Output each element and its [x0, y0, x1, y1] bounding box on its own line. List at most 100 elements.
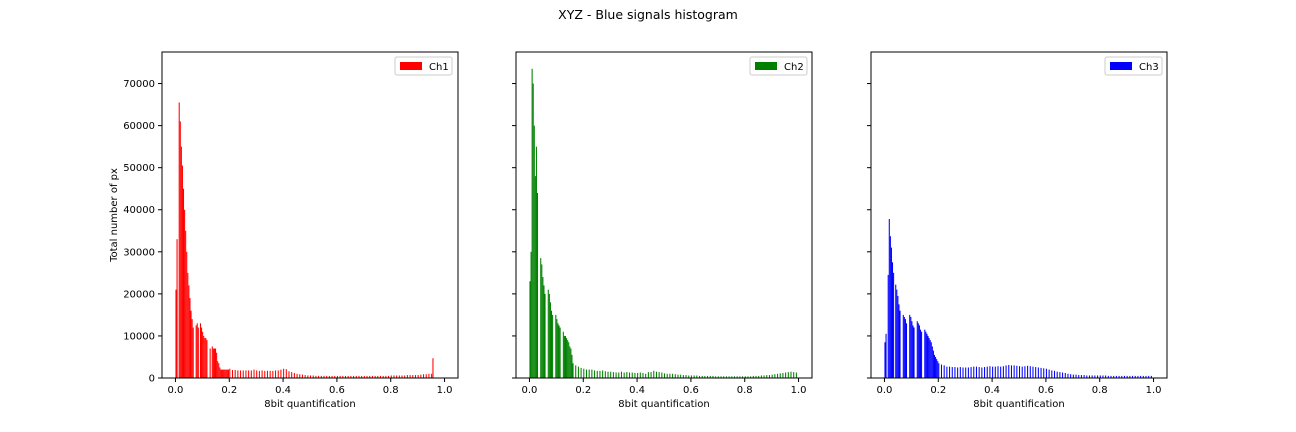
- ch2-bar: [739, 376, 741, 378]
- ch3-axes-frame: [870, 51, 1168, 379]
- ch1-bar: [180, 146, 182, 378]
- ch2-bar: [583, 368, 585, 378]
- ch3-bar: [1137, 375, 1139, 378]
- ch3-bar: [1132, 375, 1134, 378]
- ch1-bar: [227, 369, 229, 378]
- ch2-bar: [709, 375, 711, 378]
- ch2-bar: [550, 310, 553, 378]
- ch3-x-tick-label: 0.4: [984, 385, 1000, 396]
- ch1-bar: [310, 375, 312, 378]
- ch3-bar: [1064, 372, 1066, 378]
- ch3-bar: [890, 247, 892, 378]
- ch3-bar: [918, 325, 920, 378]
- ch2-bar: [615, 372, 617, 378]
- ch2-bar: [599, 370, 601, 378]
- ch1-legend-label: Ch1: [429, 62, 449, 73]
- ch3-bar: [1113, 375, 1115, 378]
- ch1-x-ticks: 0.0 0.2 0.4 0.6 0.8 1.0: [168, 378, 453, 396]
- ch3-bar: [1094, 375, 1096, 378]
- ch3-bar: [1129, 375, 1131, 378]
- ch2-bar: [637, 372, 639, 378]
- ch1-bar: [269, 370, 271, 378]
- ch2-bars: [529, 68, 797, 379]
- ch3-bar: [951, 367, 953, 378]
- ch2-bar: [540, 258, 542, 378]
- ch1-bar: [231, 370, 234, 378]
- ch1-bar: [353, 375, 355, 378]
- ch2-bar: [547, 289, 549, 378]
- ch3-bar: [898, 304, 900, 378]
- ch1-bar: [212, 348, 214, 378]
- ch1-y-axis-label: Total number of px: [109, 168, 120, 263]
- ch3-bar: [916, 321, 918, 378]
- ch1-y-tick-label: 10000: [123, 331, 155, 342]
- ch1-x-tick-label: 1.0: [437, 385, 453, 396]
- ch1-y-tick-label: 60000: [123, 121, 155, 132]
- ch3-bar: [973, 366, 975, 378]
- ch1-bar: [350, 375, 352, 378]
- ch2-bar: [693, 375, 695, 378]
- ch1-bar: [206, 340, 208, 378]
- ch3-bar: [1067, 373, 1069, 378]
- ch3-bar: [1075, 374, 1077, 378]
- ch1-bar: [189, 298, 191, 378]
- ch3-bar: [1123, 375, 1125, 378]
- ch2-bar: [744, 376, 746, 378]
- ch2-bar: [548, 293, 550, 378]
- ch2-bar: [631, 372, 633, 378]
- ch1-bar: [201, 327, 203, 378]
- ch3-bar: [1053, 370, 1056, 378]
- ch1-bar: [190, 310, 192, 378]
- ch1-bar: [240, 370, 242, 378]
- ch1-bar: [280, 369, 282, 378]
- ch1-bar: [217, 361, 219, 378]
- ch1-bar: [355, 375, 357, 378]
- ch1-bar: [223, 369, 225, 378]
- ch3-x-ticks: 0.0 0.2 0.4 0.6 0.8 1.0: [877, 378, 1161, 396]
- ch2-legend-box: [749, 56, 808, 76]
- ch3-legend-label: Ch3: [1139, 62, 1159, 73]
- panel-ch1: 0.0 0.2 0.4 0.6 0.8 1.0 0 10000 20000 30000 40000…: [109, 51, 459, 410]
- ch2-bar: [669, 373, 671, 378]
- ch2-bar: [577, 366, 579, 378]
- ch2-bar: [604, 371, 606, 378]
- ch2-bar: [701, 375, 703, 378]
- ch2-x-ticks: 0.0 0.2 0.4 0.6 0.8 1.0: [522, 378, 806, 396]
- ch1-x-tick-label: 0.0: [168, 385, 184, 396]
- ch3-bar: [885, 333, 887, 378]
- ch3-x-tick-label: 0.2: [930, 385, 946, 396]
- ch3-x-tick-label: 0.0: [877, 385, 893, 396]
- ch2-bar: [682, 375, 684, 378]
- ch3-bar: [893, 272, 895, 378]
- ch2-bar: [544, 293, 546, 378]
- ch2-bar: [542, 277, 544, 378]
- ch3-bar: [1045, 368, 1047, 378]
- ch1-bar: [404, 375, 406, 378]
- ch1-bar: [320, 375, 322, 378]
- ch3-bar: [937, 361, 939, 378]
- ch3-bar: [1134, 375, 1136, 378]
- ch1-bar: [185, 230, 187, 378]
- ch2-bar: [562, 331, 564, 378]
- ch1-bar: [187, 272, 189, 378]
- ch1-bar: [396, 375, 398, 378]
- ch2-bar: [779, 373, 781, 378]
- ch1-bar: [224, 369, 226, 378]
- ch2-bar: [549, 302, 551, 378]
- ch3-y-ticks: [867, 83, 871, 379]
- ch1-bar: [250, 370, 252, 378]
- ch1-y-tick-label: 30000: [123, 247, 155, 258]
- ch1-bar: [393, 375, 395, 378]
- ch3-bar: [1037, 367, 1039, 378]
- ch2-x-tick-label: 0.0: [522, 385, 538, 396]
- ch2-bar: [715, 376, 717, 378]
- ch3-bar: [1097, 375, 1099, 378]
- ch3-bar: [981, 367, 983, 378]
- ch2-bar: [626, 372, 628, 378]
- ch3-bar: [943, 365, 945, 378]
- ch2-bar: [566, 338, 568, 378]
- ch2-axes-frame: [515, 51, 813, 379]
- ch3-bar: [931, 346, 933, 378]
- ch1-bar: [195, 325, 197, 378]
- ch1-bar: [197, 327, 199, 378]
